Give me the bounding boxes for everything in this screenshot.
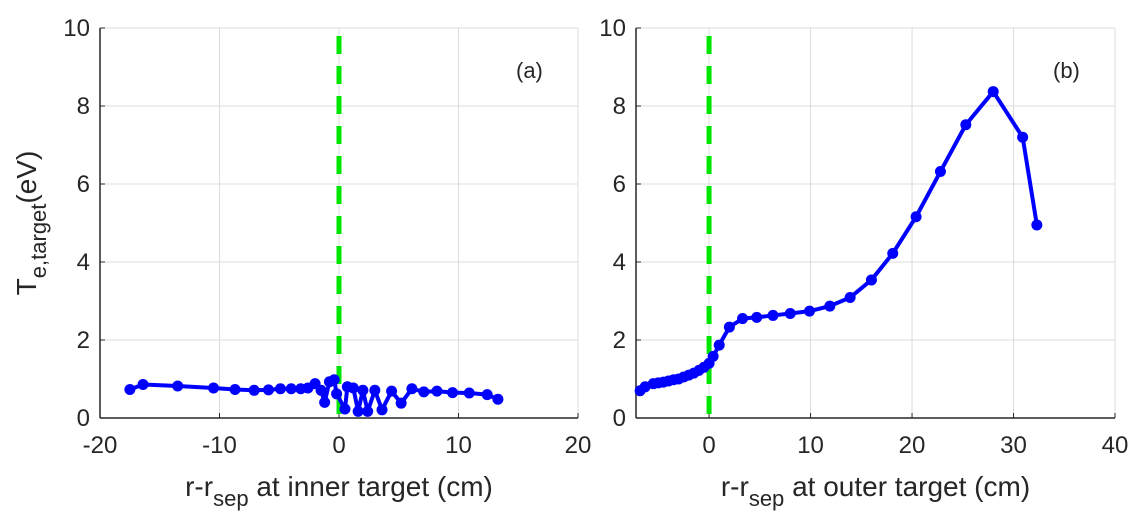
x-axis-label: r-rsep at outer target (cm) xyxy=(721,471,1030,511)
data-point xyxy=(431,385,443,397)
x-tick-label: 10 xyxy=(445,432,472,459)
data-point xyxy=(887,247,899,259)
data-point xyxy=(395,397,407,409)
data-point xyxy=(910,211,922,223)
panel-label: (a) xyxy=(516,58,543,83)
x-tick-label: 30 xyxy=(1000,432,1027,459)
x-tick-label: 40 xyxy=(1102,432,1129,459)
y-tick-label: 6 xyxy=(613,171,626,198)
data-point xyxy=(376,404,388,416)
y-tick-label: 2 xyxy=(77,327,90,354)
data-point xyxy=(137,378,149,390)
data-point xyxy=(274,383,286,395)
x-tick-label: 20 xyxy=(565,432,592,459)
y-label-subscript: e,target xyxy=(26,204,51,279)
y-tick-label: 10 xyxy=(63,15,90,42)
data-point xyxy=(362,405,374,417)
data-point xyxy=(208,382,220,394)
x-tick-label: 0 xyxy=(332,432,345,459)
x-tick-label: -10 xyxy=(202,432,237,459)
x-tick-label: -20 xyxy=(83,432,118,459)
data-point xyxy=(331,388,343,400)
y-tick-label: 2 xyxy=(613,327,626,354)
data-point xyxy=(357,384,369,396)
data-point xyxy=(315,384,327,396)
y-tick-label: 0 xyxy=(613,405,626,432)
y-tick-label: 8 xyxy=(77,93,90,120)
y-label-rest: (eV) xyxy=(11,151,42,204)
data-point xyxy=(369,384,381,396)
data-point xyxy=(386,385,398,397)
data-point xyxy=(1031,219,1043,231)
x-tick-label: 0 xyxy=(702,432,715,459)
data-point xyxy=(723,321,735,333)
data-point xyxy=(229,384,241,396)
data-point xyxy=(328,374,340,386)
data-point xyxy=(934,166,946,178)
data-point xyxy=(767,309,779,321)
x-tick-label: 10 xyxy=(797,432,824,459)
data-point xyxy=(172,380,184,392)
panel-label: (b) xyxy=(1053,58,1080,83)
x-label-rest: at outer target (cm) xyxy=(784,471,1030,502)
y-label-main: T xyxy=(11,278,42,295)
y-tick-label: 8 xyxy=(613,93,626,120)
data-point xyxy=(865,274,877,286)
data-point xyxy=(347,382,359,394)
x-label-rest: at inner target (cm) xyxy=(249,471,493,502)
data-point xyxy=(737,313,749,325)
data-point xyxy=(1017,131,1029,143)
x-label-subscript: sep xyxy=(213,486,248,511)
data-point xyxy=(844,291,856,303)
data-point xyxy=(124,384,136,396)
data-point xyxy=(492,393,504,405)
data-point xyxy=(784,307,796,319)
data-point xyxy=(481,389,493,401)
data-point xyxy=(824,300,836,312)
x-label-subscript: sep xyxy=(749,486,784,511)
data-point xyxy=(352,405,364,417)
y-tick-label: 4 xyxy=(77,249,90,276)
panel-a: -20 -10 0 10 20 0 2 4 6 8 10 (a) r-rsep at inner tar… xyxy=(11,15,591,511)
y-axis-label: Te,target(eV) xyxy=(11,151,51,296)
data-point xyxy=(987,86,999,98)
data-point xyxy=(418,386,430,398)
data-point xyxy=(804,305,816,317)
data-point xyxy=(447,387,459,399)
y-tick-label: 6 xyxy=(77,171,90,198)
data-point xyxy=(463,387,475,399)
data-point xyxy=(319,396,331,408)
data-point xyxy=(248,384,260,396)
data-point xyxy=(339,403,351,415)
data-point xyxy=(707,350,719,362)
data-point xyxy=(713,339,725,351)
y-tick-label: 0 xyxy=(77,405,90,432)
y-tick-label: 10 xyxy=(599,15,626,42)
x-tick-label: 20 xyxy=(899,432,926,459)
x-label-main: r-r xyxy=(721,471,749,502)
x-label-main: r-r xyxy=(185,471,213,502)
x-axis-label: r-rsep at inner target (cm) xyxy=(185,471,493,511)
data-point xyxy=(285,383,297,395)
series-line xyxy=(129,377,499,414)
data-point xyxy=(262,384,274,396)
data-point xyxy=(406,383,418,395)
y-tick-label: 4 xyxy=(613,249,626,276)
panel-b: 0 10 20 30 40 0 2 4 6 8 10 (b) r-rsep at outer targe… xyxy=(599,15,1128,511)
data-point xyxy=(960,119,972,131)
data-point xyxy=(751,311,763,323)
